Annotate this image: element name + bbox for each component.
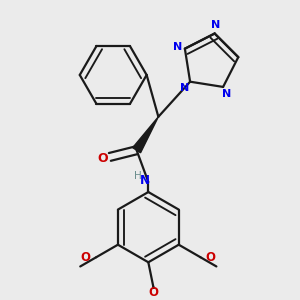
Text: N: N xyxy=(211,20,220,30)
Text: N: N xyxy=(222,89,232,99)
Text: O: O xyxy=(206,251,216,264)
Text: H: H xyxy=(134,171,142,181)
Text: N: N xyxy=(173,42,182,52)
Text: O: O xyxy=(98,152,109,165)
Text: O: O xyxy=(148,286,158,299)
Polygon shape xyxy=(133,117,158,153)
Text: N: N xyxy=(140,174,150,187)
Text: N: N xyxy=(180,82,189,93)
Text: O: O xyxy=(81,251,91,264)
